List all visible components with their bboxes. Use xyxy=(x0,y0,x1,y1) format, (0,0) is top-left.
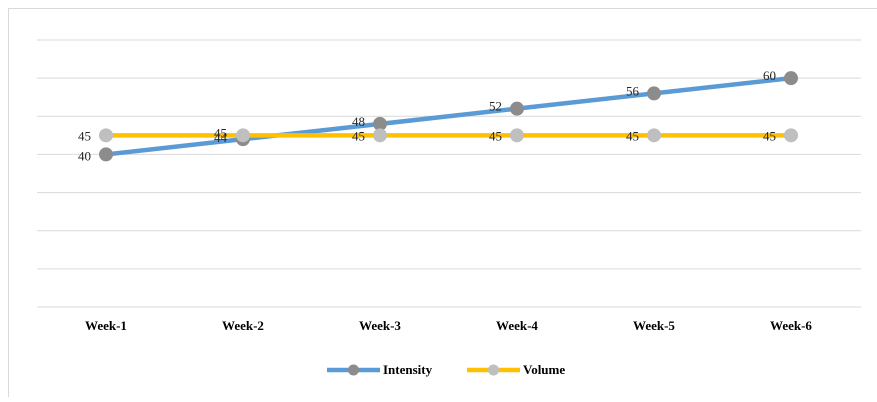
x-tick-label: Week-4 xyxy=(496,318,538,333)
data-point-volume xyxy=(647,128,661,143)
data-point-volume xyxy=(510,128,524,143)
data-label-intensity: 60 xyxy=(763,68,776,83)
data-label-volume: 45 xyxy=(78,128,91,143)
data-point-intensity xyxy=(784,71,798,86)
x-tick-label: Week-1 xyxy=(85,318,127,333)
x-tick-label: Week-6 xyxy=(770,318,812,333)
data-point-volume xyxy=(784,128,798,143)
x-tick-label: Week-5 xyxy=(633,318,675,333)
data-label-intensity: 40 xyxy=(78,148,91,163)
chart-border-top xyxy=(8,8,877,9)
data-point-intensity xyxy=(647,86,661,101)
x-tick-label: Week-3 xyxy=(359,318,401,333)
data-label-volume: 45 xyxy=(352,128,365,143)
data-label-intensity: 48 xyxy=(352,114,365,129)
data-label-volume: 45 xyxy=(214,125,227,140)
data-point-volume xyxy=(373,128,387,143)
data-label-intensity: 44 xyxy=(214,130,228,145)
data-label-intensity: 56 xyxy=(626,83,640,98)
data-point-volume xyxy=(99,128,113,143)
legend-label-volume: Volume xyxy=(523,362,565,377)
legend-marker-intensity xyxy=(348,364,359,376)
data-label-volume: 45 xyxy=(489,128,502,143)
data-label-intensity: 52 xyxy=(489,99,502,114)
data-label-volume: 45 xyxy=(626,128,639,143)
data-label-volume: 45 xyxy=(763,128,776,143)
x-tick-label: Week-2 xyxy=(222,318,264,333)
data-point-intensity xyxy=(99,147,113,162)
legend-label-intensity: Intensity xyxy=(383,362,433,377)
legend-marker-volume xyxy=(488,364,499,376)
chart-border-left xyxy=(8,8,9,397)
data-point-intensity xyxy=(510,101,524,116)
data-point-intensity xyxy=(373,116,387,131)
series-line-intensity xyxy=(103,75,794,157)
data-point-volume xyxy=(236,128,250,143)
